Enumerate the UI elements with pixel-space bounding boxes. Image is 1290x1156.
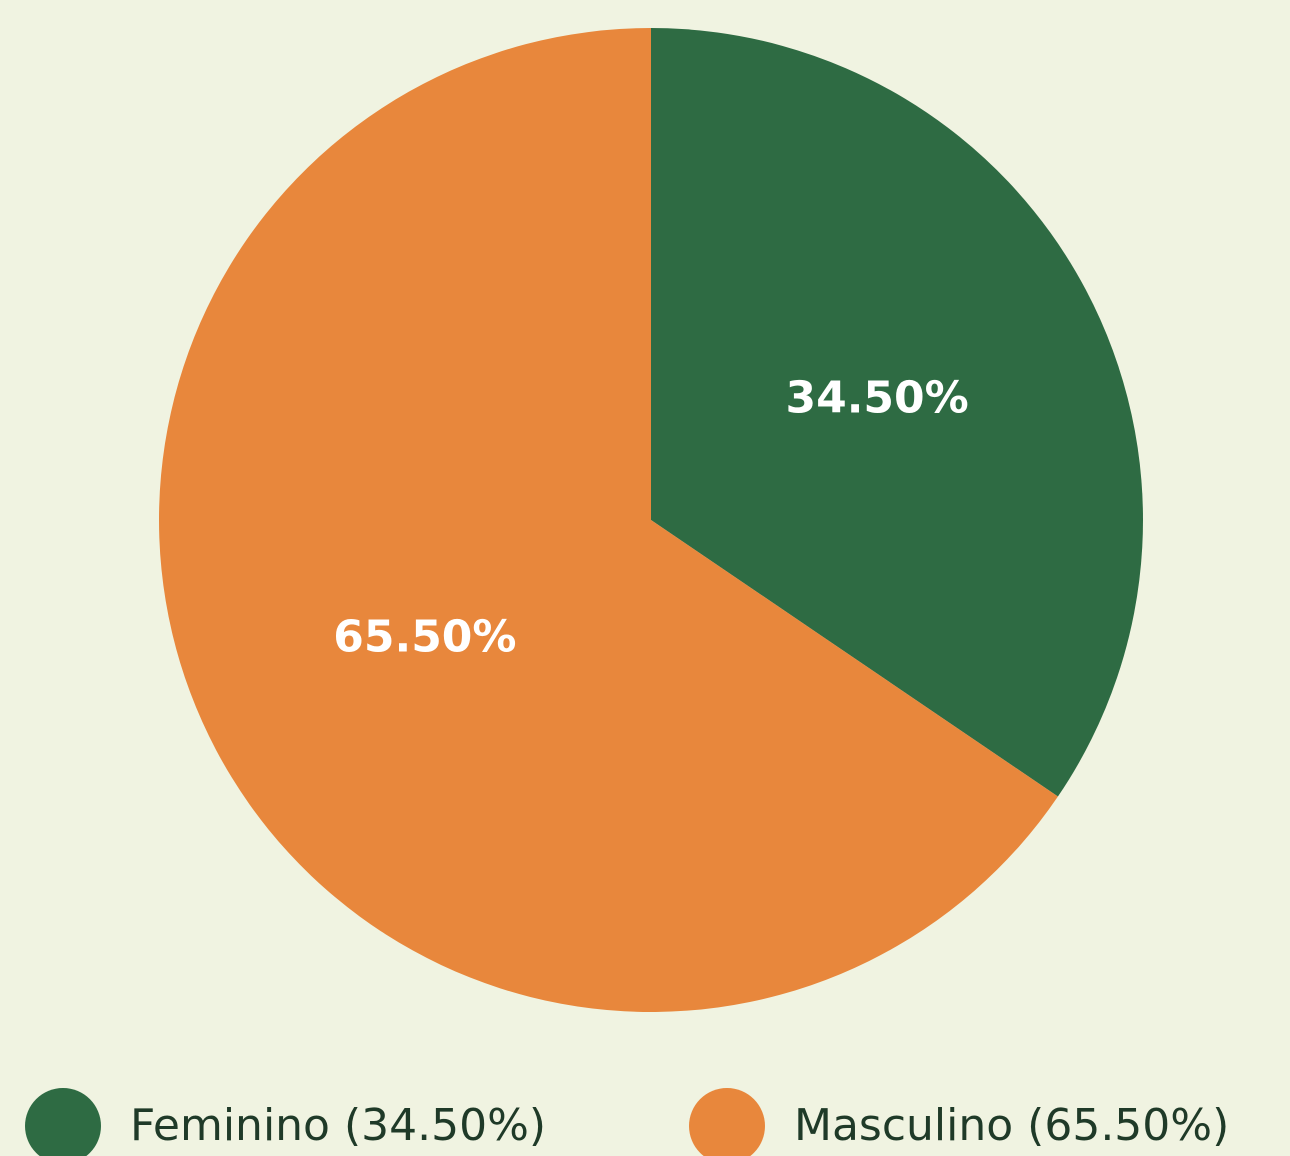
pie-slice: [651, 28, 1143, 797]
legend-label: Masculino (65.50%): [794, 1100, 1229, 1151]
legend-label: Feminino (34.50%): [130, 1100, 546, 1151]
slice-label: 34.50%: [785, 372, 968, 423]
legend-swatch: [689, 1088, 765, 1156]
slice-label: 65.50%: [333, 612, 516, 663]
legend-swatch: [25, 1088, 101, 1156]
pie-slice: [158, 28, 1058, 1012]
